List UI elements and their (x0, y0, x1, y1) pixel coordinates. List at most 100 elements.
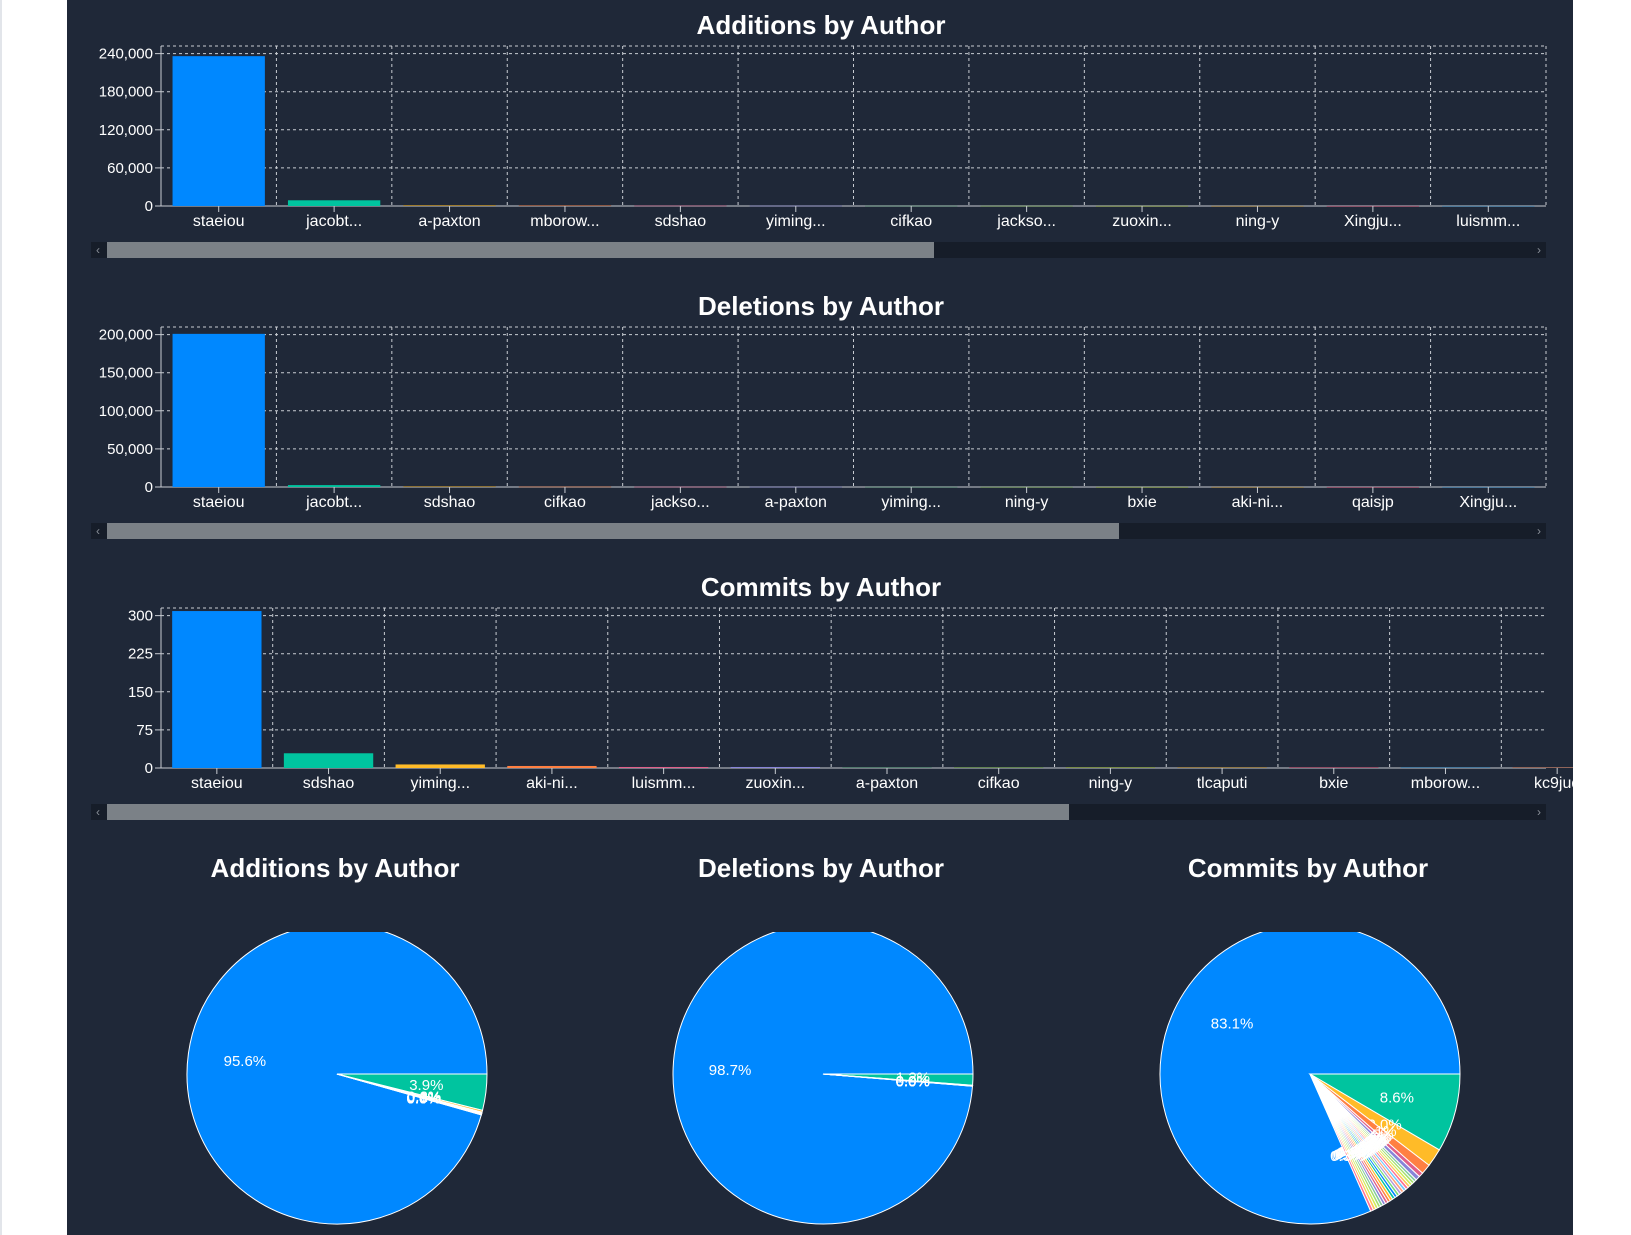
y-tick-label: 120,000 (99, 122, 153, 139)
scroll-left-icon[interactable]: ‹ (96, 524, 100, 538)
x-tick-label: qaisjp (1352, 494, 1394, 511)
additions-pie-chart: 95.6%3.9%0.2%0.1%0.0%0.0%0.0%0.0%0.0%0.0… (186, 932, 488, 1225)
x-tick-label: mborow... (530, 213, 599, 230)
x-tick-label: yiming... (410, 775, 470, 792)
y-tick-label: 150,000 (99, 365, 153, 382)
y-tick-label: 0 (145, 198, 153, 215)
x-tick-label: bxie (1319, 775, 1348, 792)
window-left-edge (0, 0, 2, 1235)
deletions-bar-chart: 0 50,000 100,000 150,000 200,000 staeiou jacob… (99, 326, 1547, 511)
deletions-bar-scrollbar[interactable]: ‹ › (91, 523, 1546, 539)
scroll-right-icon[interactable]: › (1537, 805, 1541, 819)
commits-bar-scrollbar[interactable]: ‹ › (91, 804, 1546, 820)
pie-slice[interactable] (336, 1073, 482, 1116)
bar[interactable] (283, 753, 374, 768)
bar[interactable] (1177, 767, 1267, 768)
scroll-right-icon[interactable]: › (1537, 524, 1541, 538)
pie-slice-label: 3.9% (409, 1077, 443, 1094)
bar[interactable] (518, 486, 612, 488)
x-tick-label: Xingju... (1344, 213, 1402, 230)
pie-slice-label: 0.3% (1330, 1148, 1364, 1165)
bar[interactable] (518, 205, 612, 207)
bar[interactable] (172, 333, 265, 487)
y-tick-label: 300 (128, 608, 153, 625)
scroll-left-icon[interactable]: ‹ (96, 805, 100, 819)
y-tick-label: 0 (145, 479, 153, 496)
additions-bar-scroll-thumb[interactable] (107, 242, 934, 258)
scroll-left-icon[interactable]: ‹ (96, 243, 100, 257)
y-tick-label: 150 (128, 684, 153, 701)
bar[interactable] (842, 767, 932, 768)
pie-slice-label: 8.6% (1380, 1090, 1414, 1107)
bar[interactable] (1065, 767, 1156, 768)
y-tick-label: 240,000 (99, 46, 153, 63)
x-tick-label: sdshao (655, 213, 707, 230)
bar[interactable] (172, 611, 262, 768)
pie-slice[interactable] (822, 1073, 974, 1087)
y-tick-label: 100,000 (99, 403, 153, 420)
x-tick-label: tlcaputi (1197, 775, 1248, 792)
bar[interactable] (287, 200, 381, 206)
bar[interactable] (1512, 767, 1573, 768)
commits-bar-scroll-thumb[interactable] (107, 804, 1069, 820)
commits-bar-chart: 0 75 150 225 300 staeiou sdshao yiming... aki-ni… (128, 607, 1573, 792)
x-tick-label: yiming... (881, 494, 941, 511)
x-tick-label: ning-y (1236, 213, 1280, 230)
scroll-right-icon[interactable]: › (1537, 243, 1541, 257)
y-tick-label: 50,000 (107, 441, 153, 458)
x-tick-label: a-paxton (765, 494, 827, 511)
x-tick-label: jackso... (650, 494, 710, 511)
x-tick-label: a-paxton (418, 213, 480, 230)
bar[interactable] (618, 766, 709, 768)
x-tick-label: staeiou (191, 775, 243, 792)
pie-slice[interactable] (186, 932, 488, 1225)
bar[interactable] (634, 205, 727, 207)
additions-pie-title: Additions by Author (210, 853, 460, 883)
deletions-bar-title: Deletions by Author (697, 291, 945, 321)
x-tick-label: ning-y (1005, 494, 1049, 511)
x-tick-label: jackso... (996, 213, 1056, 230)
x-tick-label: yiming... (766, 213, 826, 230)
bar[interactable] (749, 205, 842, 207)
x-tick-label: mborow... (1411, 775, 1480, 792)
x-tick-label: aki-ni... (1232, 494, 1284, 511)
y-tick-label: 0 (145, 760, 153, 777)
pie-slice-label: 98.7% (709, 1062, 752, 1079)
bar[interactable] (1400, 767, 1491, 768)
pie-slice-label: 95.6% (224, 1053, 267, 1070)
x-tick-label: staeiou (193, 213, 245, 230)
x-tick-label: luismm... (1456, 213, 1520, 230)
y-tick-label: 225 (128, 646, 153, 663)
bar[interactable] (403, 205, 496, 206)
additions-bar-scrollbar[interactable]: ‹ › (91, 242, 1546, 258)
pie-slice[interactable] (1309, 1073, 1374, 1212)
x-tick-label: kc9jud (1534, 775, 1573, 792)
bar[interactable] (172, 56, 265, 207)
pie-slice[interactable] (1159, 932, 1461, 1225)
bar[interactable] (287, 485, 381, 487)
pie-slice[interactable] (672, 932, 974, 1225)
x-tick-label: jacobt... (305, 213, 362, 230)
commits-pie-chart: 83.1%8.6%2.0%1.1%0.5%0.5%0.3%0.3%0.3%0.3… (1159, 932, 1461, 1225)
bar[interactable] (730, 766, 820, 768)
y-tick-label: 180,000 (99, 84, 153, 101)
pie-slice-label: 0.3% (1332, 1147, 1366, 1164)
commits-pie-title: Commits by Author (1187, 853, 1429, 883)
additions-bar-title: Additions by Author (696, 10, 946, 40)
bar[interactable] (954, 767, 1044, 768)
bar[interactable] (395, 764, 485, 768)
deletions-bar-scroll-thumb[interactable] (107, 523, 1119, 539)
bar[interactable] (1289, 767, 1379, 768)
x-tick-label: sdshao (303, 775, 355, 792)
x-tick-label: a-paxton (856, 775, 918, 792)
bar[interactable] (403, 486, 496, 488)
bar[interactable] (507, 765, 597, 768)
pie-slice-label: 0.0% (896, 1073, 930, 1090)
pie-slice-label: 0.3% (1333, 1147, 1367, 1164)
x-tick-label: cifkao (978, 775, 1020, 792)
deletions-pie-chart: 98.7%1.2%0.0%0.0%0.0%0.0%0.0%0.0% (672, 932, 974, 1225)
x-tick-label: ning-y (1089, 775, 1133, 792)
x-tick-label: cifkao (890, 213, 932, 230)
x-tick-label: jacobt... (305, 494, 362, 511)
x-tick-label: Xingju... (1459, 494, 1517, 511)
